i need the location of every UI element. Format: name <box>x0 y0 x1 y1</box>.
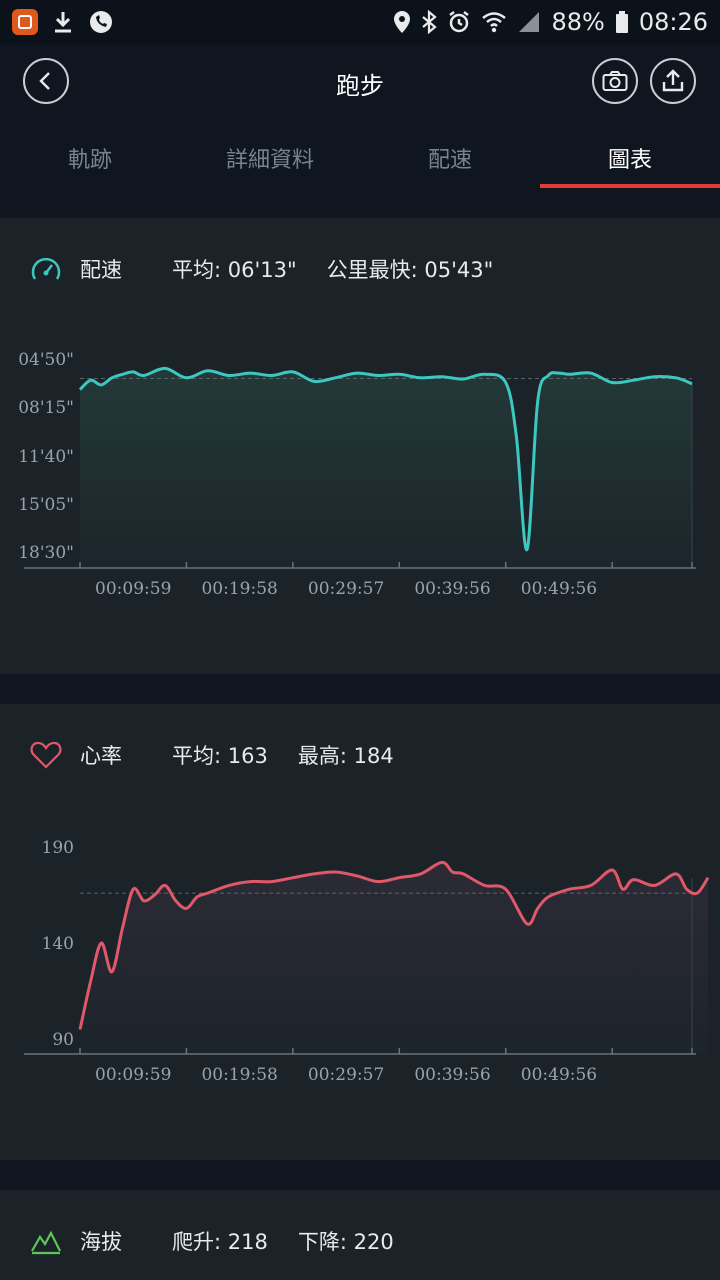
camera-button[interactable] <box>592 58 638 104</box>
heart-rate-chart: 190 140 90 00:09:59 00:19:58 00:29:57 00:39:56… <box>24 838 710 1085</box>
heart-average: 平均: 163 <box>172 744 268 768</box>
location-icon <box>394 11 411 33</box>
x-tick-label: 00:19:58 <box>201 579 277 599</box>
x-tick-label: 00:29:57 <box>308 579 384 599</box>
heart-rate-card: 心率 平均: 163 最高: 184 190 140 90 00:09:59 00:19… <box>0 704 720 1160</box>
y-tick-label: 18'30" <box>18 543 74 563</box>
tab-pace[interactable]: 配速 <box>427 148 472 173</box>
pace-average: 平均: 06'13" <box>172 258 297 282</box>
altitude-card-header: 海拔 爬升: 218 下降: 220 <box>30 1226 394 1256</box>
tab-charts[interactable]: 圖表 <box>540 122 720 188</box>
battery-percent: 88% <box>551 8 605 36</box>
pace-fastest: 公里最快: 05'43" <box>326 258 494 282</box>
altitude-descent: 下降: 220 <box>297 1230 394 1254</box>
clock: 08:26 <box>638 8 708 36</box>
altitude-label: 海拔 <box>80 1230 122 1254</box>
mi-app-icon <box>12 9 38 35</box>
pace-card: 配速 平均: 06'13" 公里最快: 05'43" 04'50" 08'15" 1… <box>0 218 720 674</box>
y-tick-label: 90 <box>52 1030 74 1050</box>
y-tick-label: 11'40" <box>18 447 74 467</box>
heart-card-header: 心率 平均: 163 最高: 184 <box>30 740 394 770</box>
signal-icon <box>519 12 540 32</box>
bluetooth-icon <box>422 10 438 34</box>
altitude-climb: 爬升: 218 <box>172 1230 268 1254</box>
altitude-card: 海拔 爬升: 218 下降: 220 <box>0 1190 720 1280</box>
series-area <box>80 862 708 1054</box>
pace-chart: 04'50" 08'15" 11'40" 15'05" 18'30" 00:09:59 00… <box>18 350 696 599</box>
x-tick-label: 00:39:56 <box>414 1065 490 1085</box>
speedometer-icon <box>31 257 61 280</box>
x-tick-label: 00:19:58 <box>201 1065 277 1085</box>
back-button[interactable] <box>23 58 69 104</box>
tab-track[interactable]: 軌跡 <box>67 148 112 173</box>
y-tick-label: 140 <box>42 934 74 954</box>
series-area <box>80 368 692 568</box>
x-tick-label: 00:09:59 <box>95 1065 171 1085</box>
app-bar: 跑步 <box>0 44 720 122</box>
x-tick-label: 00:39:56 <box>414 579 490 599</box>
page-title: 跑步 <box>336 72 384 100</box>
camera-icon <box>602 71 628 91</box>
tab-details[interactable]: 詳細資料 <box>225 148 314 173</box>
phone-icon <box>90 11 112 33</box>
wifi-icon <box>482 12 507 33</box>
x-tick-label: 00:29:57 <box>308 1065 384 1085</box>
tab-bar: 軌跡 詳細資料 配速 圖表 <box>0 122 720 188</box>
y-tick-label: 15'05" <box>18 495 74 515</box>
y-tick-label: 08'15" <box>18 398 74 418</box>
download-icon <box>55 12 71 33</box>
heart-max: 最高: 184 <box>297 744 394 768</box>
y-tick-label: 04'50" <box>18 350 74 370</box>
alarm-icon <box>449 11 470 33</box>
battery-icon <box>615 11 628 33</box>
pace-card-header: 配速 平均: 06'13" 公里最快: 05'43" <box>30 254 493 284</box>
y-tick-label: 190 <box>42 838 74 858</box>
share-button[interactable] <box>650 58 696 104</box>
heart-icon <box>30 741 62 769</box>
series-line <box>78 366 693 552</box>
x-tick-label: 00:49:56 <box>521 1065 597 1085</box>
chevron-left-icon <box>39 72 50 90</box>
status-bar: 88% 08:26 <box>0 0 720 44</box>
x-tick-label: 00:49:56 <box>521 579 597 599</box>
mountain-icon <box>31 1230 61 1255</box>
series-line <box>78 860 710 1030</box>
pace-label: 配速 <box>80 258 122 282</box>
upload-icon <box>662 69 684 92</box>
heart-label: 心率 <box>80 744 122 768</box>
x-tick-label: 00:09:59 <box>95 579 171 599</box>
